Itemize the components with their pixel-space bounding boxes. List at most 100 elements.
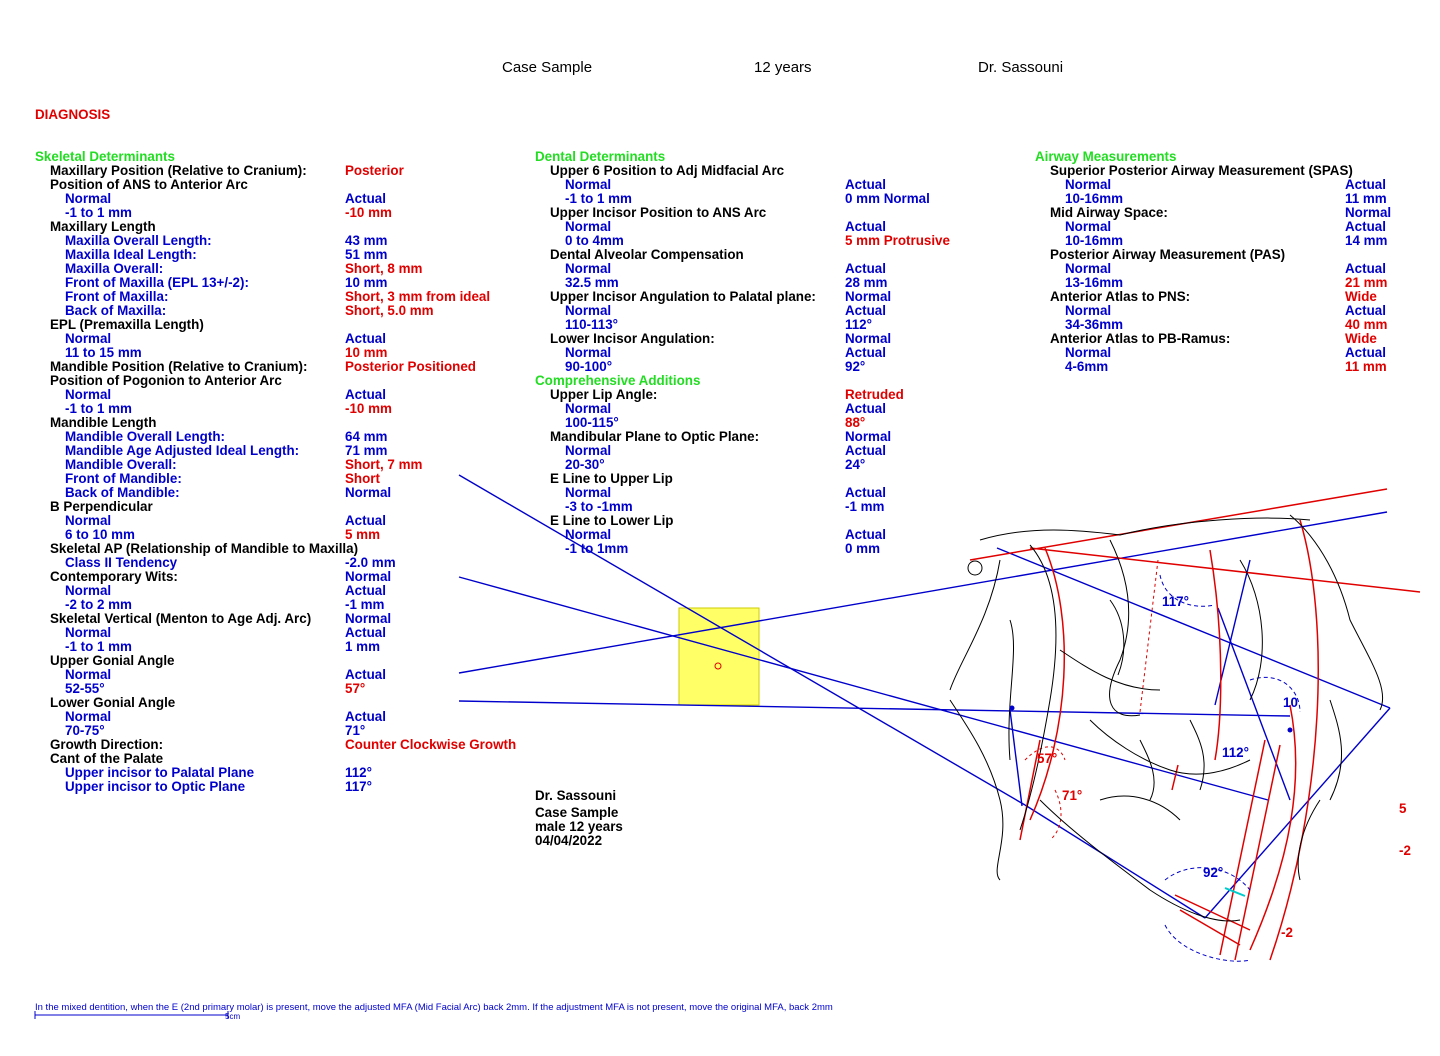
measurement-value: Actual	[845, 219, 886, 234]
measurement-label: Maxilla Ideal Length:	[65, 247, 197, 262]
measurement-value: Actual	[1345, 219, 1386, 234]
measurement-label: Normal	[1065, 177, 1112, 192]
measurement-value: -2.0 mm	[345, 555, 396, 570]
measurement-value: 57°	[345, 681, 366, 696]
measurement-value: 88°	[845, 415, 866, 430]
measurement-value: 0 mm	[845, 541, 880, 556]
measurement-value: Normal	[845, 331, 892, 346]
measurement-value: Actual	[845, 443, 886, 458]
measurement-label: Class II Tendency	[65, 555, 178, 570]
measurement-value: -1 mm	[345, 597, 385, 612]
measurement-label: Normal	[565, 345, 612, 360]
measurement-value: Actual	[345, 667, 386, 682]
measurement-label: 110-113°	[565, 317, 619, 332]
angle-71-label: 71°	[1062, 788, 1083, 803]
measurement-value: Actual	[845, 177, 886, 192]
measurement-label: Normal	[565, 303, 612, 318]
measurement-label: Back of Mandible:	[65, 485, 180, 500]
highlight-point	[714, 662, 722, 670]
measurement-value: 117°	[345, 779, 372, 794]
measurement-label: Mandible Position (Relative to Cranium):	[50, 359, 308, 374]
measurement-value: 21 mm	[1345, 275, 1388, 290]
measurement-value: 11 mm	[1345, 359, 1387, 374]
anatomical-tracing	[949, 514, 1384, 922]
measurement-value: 71 mm	[345, 443, 388, 458]
header-case: Case Sample	[502, 59, 593, 76]
measurement-value: Short	[345, 471, 380, 486]
measurement-label: Upper Gonial Angle	[50, 653, 175, 668]
measurement-label: -1 to 1 mm	[565, 191, 632, 206]
measurement-label: Normal	[65, 583, 112, 598]
measurement-value: Actual	[345, 583, 386, 598]
measurement-label: Mid Airway Space:	[1050, 205, 1168, 220]
measurement-value: 0 mm Normal	[845, 191, 930, 206]
measurement-value: Actual	[345, 331, 386, 346]
measurement-value: -1 mm	[845, 499, 885, 514]
measurement-label: Contemporary Wits:	[50, 569, 178, 584]
measurement-value: Short, 8 mm	[345, 261, 423, 276]
measurement-label: Upper incisor to Palatal Plane	[65, 765, 255, 780]
section-skeletal: Skeletal Determinants	[35, 149, 175, 164]
measurement-label: -1 to 1 mm	[65, 205, 132, 220]
measurement-label: Normal	[565, 261, 612, 276]
measurement-label: 32.5 mm	[565, 275, 619, 290]
measurement-label: 13-16mm	[1065, 275, 1124, 290]
measurement-value: Actual	[1345, 345, 1386, 360]
measurement-label: Mandible Overall:	[65, 457, 177, 472]
measurement-value: Normal	[1345, 205, 1392, 220]
measurement-label: EPL (Premaxilla Length)	[50, 317, 204, 332]
measurement-label: Normal	[65, 625, 112, 640]
measurement-label: Upper Lip Angle:	[550, 387, 658, 402]
measurement-label: Growth Direction:	[50, 737, 164, 752]
measurement-value: Posterior Positioned	[345, 359, 476, 374]
measurement-label: Normal	[565, 401, 612, 416]
measurement-label: -2 to 2 mm	[65, 597, 132, 612]
measurement-label: 6 to 10 mm	[65, 527, 135, 542]
angle-117-label: 117°	[1162, 594, 1189, 609]
measurement-value: 43 mm	[345, 233, 388, 248]
measurement-value: Normal	[345, 485, 392, 500]
measurement-label: Maxilla Overall Length:	[65, 233, 212, 248]
measurement-label: Normal	[565, 177, 612, 192]
measurement-value: Actual	[845, 345, 886, 360]
measurement-label: Normal	[565, 219, 612, 234]
measurement-value: 24°	[845, 457, 866, 472]
measurement-label: Front of Maxilla:	[65, 289, 169, 304]
measurement-label: Skeletal AP (Relationship of Mandible to…	[50, 541, 359, 556]
measurement-label: B Perpendicular	[50, 499, 153, 514]
measurement-label: Upper 6 Position to Adj Midfacial Arc	[550, 163, 785, 178]
measurement-value: Actual	[345, 387, 386, 402]
value-minus2-bottom-label: -2	[1281, 925, 1293, 940]
measurement-label: E Line to Lower Lip	[550, 513, 674, 528]
measurement-label: Front of Maxilla (EPL 13+/-2):	[65, 275, 249, 290]
measurement-label: Dental Alveolar Compensation	[550, 247, 744, 262]
measurement-label: Normal	[1065, 303, 1112, 318]
measurement-value: 11 mm	[1345, 191, 1387, 206]
measurement-label: Upper incisor to Optic Plane	[65, 779, 246, 794]
measurement-label: -1 to 1 mm	[65, 401, 132, 416]
measurement-value: 112°	[345, 765, 372, 780]
measurement-label: 52-55°	[65, 681, 105, 696]
footer-note: In the mixed dentition, when the E (2nd …	[35, 1002, 833, 1013]
measurement-value: Actual	[345, 513, 386, 528]
angle-112-label: 112°	[1222, 745, 1249, 760]
measurement-label: Normal	[65, 513, 112, 528]
measurement-value: Actual	[845, 485, 886, 500]
measurement-value: Normal	[845, 289, 892, 304]
scale-label: 5cm	[225, 1012, 241, 1021]
patient-case: Case Sample	[535, 805, 619, 820]
measurement-label: 0 to 4mm	[565, 233, 624, 248]
measurement-value: 112°	[845, 317, 872, 332]
measurement-value: Actual	[1345, 177, 1386, 192]
measurement-label: Mandibular Plane to Optic Plane:	[550, 429, 760, 444]
measurement-label: Lower Gonial Angle	[50, 695, 176, 710]
measurement-label: Normal	[565, 485, 612, 500]
measurement-label: Normal	[565, 443, 612, 458]
measurement-value: 5 mm Protrusive	[845, 233, 950, 248]
measurement-label: Normal	[1065, 345, 1112, 360]
measurement-value: Actual	[845, 527, 886, 542]
measurement-label: -1 to 1mm	[565, 541, 629, 556]
measurement-value: 1 mm	[345, 639, 380, 654]
